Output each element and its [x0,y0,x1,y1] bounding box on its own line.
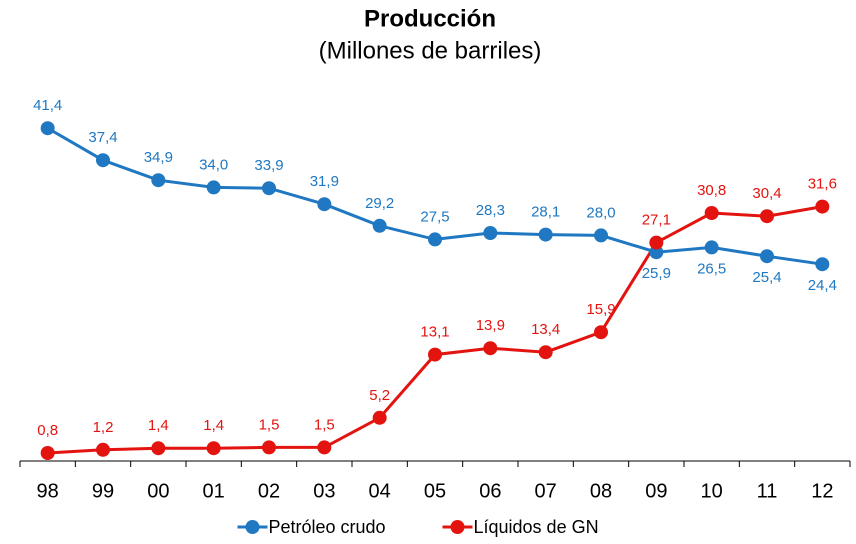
data-label: 1,5 [314,416,335,433]
series-marker [815,199,830,214]
series-marker [317,440,332,455]
series-marker [372,218,387,233]
data-label: 1,5 [259,416,280,433]
series-marker [538,345,553,360]
series-marker [428,347,442,362]
series-marker [704,206,719,220]
data-label: 27,1 [642,212,671,229]
data-label: 25,4 [752,269,781,286]
data-label: 24,4 [808,277,837,294]
x-tick-label: 99 [92,480,114,502]
data-label: 28,0 [586,204,615,221]
series-marker [760,209,774,224]
x-tick-label: 10 [701,480,723,502]
series-marker [704,240,719,255]
series-marker [96,442,110,457]
data-label: 41,4 [33,97,62,114]
series-marker [649,235,664,250]
series-marker [151,441,166,456]
x-tick-label: 11 [757,480,778,502]
data-label: 5,2 [369,387,390,404]
data-label: 1,4 [148,417,169,434]
series-marker [96,153,110,168]
legend-label: Petróleo crudo [269,517,386,537]
series-marker [483,226,498,240]
data-label: 15,9 [586,301,615,318]
x-tick-label: 09 [645,480,667,502]
series-marker [262,181,276,196]
data-label: 26,5 [697,260,726,277]
data-label: 34,9 [144,149,173,166]
data-label: 34,0 [199,156,228,173]
data-label: 30,4 [752,185,781,202]
x-tick-label: 02 [258,480,280,502]
series-marker [428,232,442,247]
data-label: 31,9 [310,173,339,190]
legend-label: Líquidos de GN [474,517,599,537]
data-label: 13,9 [476,317,505,334]
legend-marker [450,520,465,534]
x-tick-label: 03 [313,480,335,502]
chart-subtitle: (Millones de barriles) [319,37,542,64]
x-tick-label: 06 [479,480,501,502]
series-marker [594,228,608,243]
data-label: 1,2 [93,419,114,436]
data-label: 13,4 [531,321,560,338]
series-marker [40,121,55,136]
series-marker [317,197,332,212]
data-label: 37,4 [88,129,117,146]
x-tick-label: 08 [590,480,612,502]
data-label: 1,4 [203,417,224,434]
x-tick-label: 04 [369,480,391,502]
data-label: 27,5 [420,208,449,225]
series-marker [760,249,774,264]
x-tick-label: 05 [424,480,446,502]
series-marker [206,441,221,456]
data-label: 30,8 [697,182,726,199]
series-marker [372,410,387,425]
chart-title: Producción [364,5,496,32]
series-marker [206,180,221,195]
x-tick-label: 00 [147,480,169,502]
data-label: 25,9 [642,265,671,282]
data-label: 28,1 [531,204,560,221]
legend-marker [245,520,260,534]
series-marker [649,245,664,260]
x-tick-label: 98 [37,480,59,502]
series-marker [594,325,608,340]
series-marker [483,341,498,356]
series-marker [40,446,55,460]
x-tick-label: 12 [811,480,833,502]
x-tick-label: 01 [203,480,225,502]
series-marker [538,227,553,242]
series-marker [262,440,276,455]
data-label: 0,8 [37,422,58,439]
data-label: 28,3 [476,202,505,219]
data-label: 33,9 [254,157,283,174]
series-marker [815,257,830,272]
data-label: 13,1 [420,324,449,341]
series-marker [151,173,166,188]
data-label: 29,2 [365,195,394,212]
data-label: 31,6 [808,176,837,193]
x-tick-label: 07 [535,480,557,502]
